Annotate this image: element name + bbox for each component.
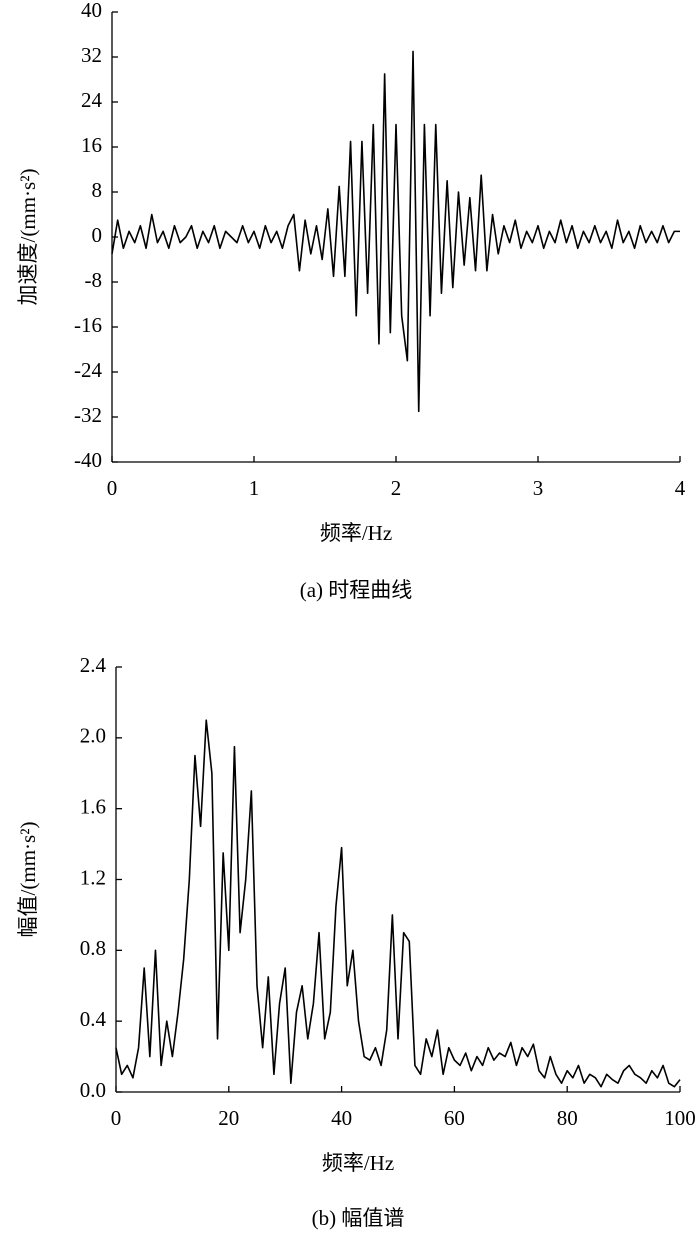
y-tick-label: 0.0 [80, 1078, 106, 1102]
y-axis-title: 幅值/(mm·s²) [16, 822, 40, 938]
y-tick-label: -8 [85, 268, 103, 292]
x-tick-label: 3 [533, 476, 544, 500]
y-axis-title: 加速度/(mm·s²) [16, 169, 40, 306]
x-tick-label: 20 [218, 1106, 239, 1130]
y-tick-label: 0.8 [80, 936, 106, 960]
caption: (b) 幅值谱 [312, 1206, 405, 1230]
data-line [115, 719, 681, 1088]
x-tick-label: 1 [249, 476, 260, 500]
x-tick-label: 0 [107, 476, 118, 500]
x-tick-label: 60 [444, 1106, 465, 1130]
y-tick-label: 0 [92, 223, 103, 247]
y-tick-label: 8 [92, 178, 103, 202]
y-tick-label: 40 [81, 0, 102, 22]
y-tick-label: -24 [74, 358, 102, 382]
y-tick-label: 24 [81, 88, 103, 112]
y-tick-label: 32 [81, 43, 102, 67]
x-tick-label: 80 [557, 1106, 578, 1130]
y-tick-label: 2.0 [80, 724, 106, 748]
caption: (a) 时程曲线 [300, 578, 413, 602]
x-tick-label: 40 [331, 1106, 352, 1130]
x-tick-label: 4 [675, 476, 686, 500]
x-axis-title: 频率/Hz [320, 521, 392, 545]
y-tick-label: 1.2 [80, 865, 106, 889]
y-tick-label: -40 [74, 448, 102, 472]
x-tick-label: 0 [111, 1106, 122, 1130]
y-tick-label: 16 [81, 133, 102, 157]
x-tick-label: 2 [391, 476, 402, 500]
x-tick-label: 100 [664, 1106, 696, 1130]
x-axis-title: 频率/Hz [322, 1151, 394, 1175]
y-tick-label: -32 [74, 403, 102, 427]
data-line [111, 50, 680, 413]
y-tick-label: 1.6 [80, 794, 106, 818]
y-tick-label: 0.4 [80, 1007, 107, 1031]
y-tick-label: 2.4 [80, 653, 107, 677]
y-tick-label: -16 [74, 313, 102, 337]
